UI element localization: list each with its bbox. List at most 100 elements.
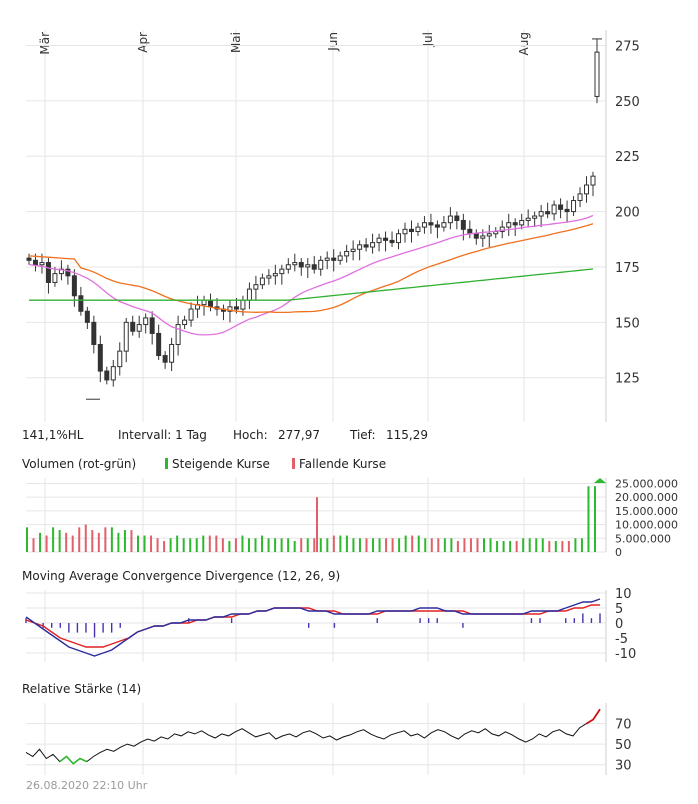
volume-bar <box>293 541 296 552</box>
volume-bar <box>502 541 505 552</box>
volume-bar <box>594 486 596 552</box>
volume-bar <box>574 538 577 552</box>
volume-y-tick: 15.000.000 <box>615 505 678 518</box>
month-tick: Jul <box>421 32 435 47</box>
candle-body <box>415 226 421 233</box>
volume-bar <box>221 538 224 552</box>
volume-bar <box>365 538 368 552</box>
macd-y-tick: 10 <box>615 587 632 602</box>
volume-bar <box>358 538 361 552</box>
volume-bar <box>267 538 270 552</box>
month-tick: Aug <box>517 32 531 55</box>
volume-bar <box>136 535 139 552</box>
volume-bar <box>202 535 205 552</box>
candle-body <box>26 257 32 261</box>
candle-body <box>246 288 252 301</box>
volume-bar <box>156 538 159 552</box>
low-label: Tief: <box>350 428 376 442</box>
candle-body <box>376 237 382 244</box>
candle-body <box>298 262 304 268</box>
volume-bar <box>509 541 512 552</box>
candle-body <box>311 264 317 270</box>
volume-bar <box>254 538 257 552</box>
candle-body <box>58 268 64 275</box>
volume-bar <box>104 527 107 552</box>
price-y-tick: 200 <box>615 206 640 221</box>
high-value: 277,97 <box>278 428 320 442</box>
legend-down: Fallende Kurse <box>292 457 386 471</box>
volume-y-tick: 10.000.000 <box>615 519 678 532</box>
volume-bar <box>110 527 113 552</box>
month-tick: Mai <box>229 32 243 53</box>
rsi-line <box>25 708 601 765</box>
volume-bar <box>117 532 120 552</box>
candle-body <box>240 299 246 310</box>
candle-body <box>363 244 369 248</box>
candle-body <box>117 350 123 368</box>
rsi-y-tick: 50 <box>615 738 632 753</box>
legend-down-label: Fallende Kurse <box>299 457 387 471</box>
volume-bar <box>45 535 48 552</box>
volume-bar <box>411 535 414 552</box>
candle-body <box>169 343 175 363</box>
legend-up-label: Steigende Kurse <box>172 457 270 471</box>
rsi-y-tick: 30 <box>615 759 632 774</box>
volume-y-tick: 5.000.000 <box>615 532 671 545</box>
rsi-title: Relative Stärke (14) <box>22 682 142 696</box>
volume-bar <box>437 538 440 552</box>
volume-bar <box>476 538 479 552</box>
candle-body <box>143 317 149 326</box>
candle-body <box>130 321 136 332</box>
ma-long-line <box>29 268 594 301</box>
volume-bar <box>300 538 303 552</box>
volume-bar <box>326 538 329 552</box>
volume-bar <box>176 535 179 552</box>
legend-up-swatch <box>165 458 168 469</box>
volume-bar <box>313 538 316 552</box>
candle-body <box>318 259 324 270</box>
candle-body <box>454 215 460 221</box>
volume-bar <box>287 538 290 552</box>
candle-body <box>564 208 570 213</box>
volume-bar <box>130 530 133 552</box>
candle-body <box>538 211 544 217</box>
volume-bar <box>528 538 531 552</box>
candle-body <box>344 250 350 257</box>
candle-body <box>590 175 596 186</box>
candle-body <box>32 259 38 266</box>
candle-body <box>421 222 427 228</box>
volume-bar <box>483 538 486 552</box>
volume-bar <box>417 535 420 552</box>
candle-body <box>97 343 103 372</box>
volume-bar <box>424 538 427 552</box>
candle-body <box>266 275 272 279</box>
candle-body <box>383 237 389 241</box>
volume-bar <box>352 538 355 552</box>
volume-title: Volumen (rot-grün) <box>22 457 137 471</box>
volume-bar <box>398 538 401 552</box>
price-y-tick: 225 <box>615 150 640 165</box>
candle-body <box>584 184 590 195</box>
high-label: Hoch: <box>233 428 268 442</box>
candle-body <box>506 222 512 228</box>
volume-bar <box>65 532 68 552</box>
volume-bar <box>378 538 381 552</box>
month-tick: Mär <box>38 32 52 55</box>
candle-body <box>208 299 214 308</box>
macd-y-tick: -10 <box>615 647 636 662</box>
volume-bar <box>515 541 518 552</box>
candle-body <box>357 244 363 250</box>
candle-body <box>175 324 181 345</box>
candle-body <box>558 204 564 210</box>
candle-body <box>512 222 518 226</box>
volume-bar <box>489 538 492 552</box>
last-candle-body <box>594 51 600 97</box>
volume-bar <box>32 538 35 552</box>
volume-bar <box>385 538 388 552</box>
volume-y-tick: 20.000.000 <box>615 491 678 504</box>
candle-body <box>188 308 194 321</box>
candle-body <box>201 299 207 306</box>
volume-bar <box>280 538 283 552</box>
candle-body <box>272 273 278 277</box>
